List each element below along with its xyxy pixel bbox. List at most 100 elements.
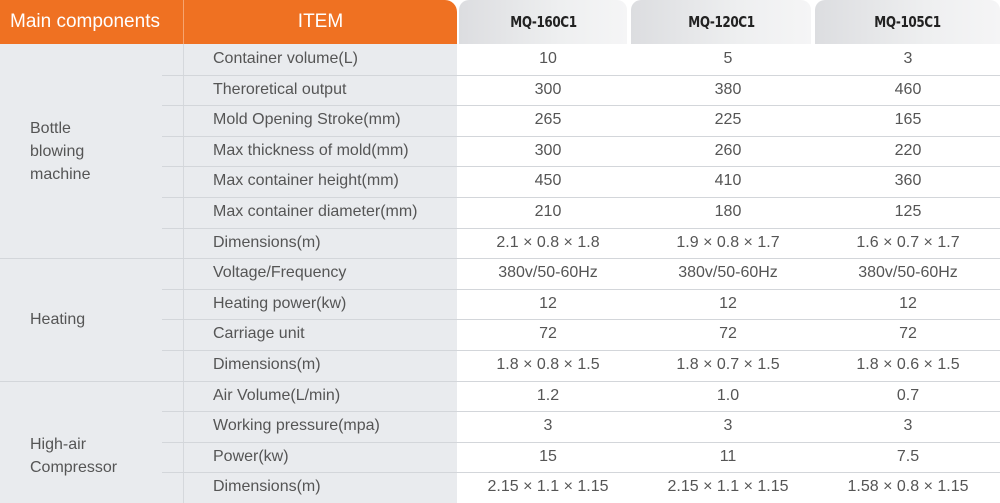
- section-divider: [0, 380, 1000, 382]
- item-label: Dimensions(m): [213, 356, 321, 373]
- value-cell: 2.15 × 1.1 × 1.15: [667, 478, 789, 496]
- header-main-components: Main components: [10, 11, 160, 32]
- item-label: Heating power(kw): [213, 294, 347, 312]
- value-cell: 225: [714, 111, 742, 129]
- column-divider: [183, 44, 184, 503]
- value-cell: 2.15 × 1.1 × 1.15: [487, 478, 609, 496]
- header-item: ITEM: [297, 11, 344, 32]
- table-row: Max container height(mm) 450 410 360: [0, 166, 1000, 197]
- model-name: MQ-160C1: [509, 13, 577, 31]
- row-divider: [162, 135, 1000, 137]
- row-divider: [162, 288, 1000, 290]
- row-divider: [162, 441, 1000, 443]
- row-divider: [162, 227, 1000, 229]
- row-divider: [162, 74, 1000, 76]
- value-cell: 210: [534, 203, 562, 220]
- item-label: Mold Opening Stroke(mm): [213, 111, 401, 129]
- model-name: MQ-120C1: [687, 13, 755, 31]
- table-row: Power(kw) 15 11 7.5: [0, 442, 1000, 473]
- table-row: Carriage unit 72 72 72: [0, 319, 1000, 350]
- value-cell: 380v/50-60Hz: [678, 264, 778, 282]
- table-row: Mold Opening Stroke(mm) 265 225 165: [0, 105, 1000, 136]
- table-row: Heating power(kw) 12 12 12: [0, 289, 1000, 320]
- value-cell: 220: [894, 141, 922, 159]
- item-label: Air Volume(L/min): [213, 386, 341, 404]
- section-divider: [0, 258, 1000, 260]
- value-cell: 7.5: [896, 447, 920, 465]
- row-divider: [162, 411, 1000, 413]
- item-label: Max thickness of mold(mm): [213, 141, 409, 159]
- table-row: Dimensions(m) 2.15 × 1.1 × 1.15 2.15 × 1.1…: [0, 472, 1000, 503]
- header-divider: [183, 0, 184, 44]
- row-divider: [162, 166, 1000, 168]
- group-label: High-air Compressor: [30, 435, 118, 476]
- value-cell: 15: [539, 447, 557, 465]
- value-cell: 460: [894, 80, 922, 98]
- row-divider: [162, 350, 1000, 351]
- table-row: Working pressure(mpa) 3 3 3: [0, 411, 1000, 442]
- value-cell: 1.58 × 0.8 × 1.15: [847, 478, 969, 496]
- value-cell: 3: [543, 417, 553, 435]
- header-bar: [0, 0, 457, 44]
- item-label: Voltage/Frequency: [213, 264, 347, 282]
- item-label: Theroretical output: [213, 80, 347, 98]
- value-cell: 380v/50-60Hz: [498, 264, 598, 282]
- item-label: Max container diameter(mm): [213, 203, 418, 220]
- value-cell: 72: [899, 325, 917, 343]
- value-cell: 265: [534, 111, 562, 129]
- table-row: Dimensions(m) 1.8 × 0.8 × 1.5 1.8 × 0.7 × …: [0, 350, 1000, 381]
- item-label: Power(kw): [213, 447, 289, 465]
- item-label: Working pressure(mpa): [213, 417, 380, 435]
- value-cell: 1.8 × 0.8 × 1.5: [496, 356, 600, 373]
- label-columns-bg: [0, 44, 457, 503]
- table-row: Max thickness of mold(mm) 300 260 220: [0, 136, 1000, 167]
- value-cell: 360: [894, 172, 922, 190]
- group-label: Heating: [30, 310, 86, 328]
- value-cell: 450: [534, 172, 562, 190]
- value-cell: 5: [723, 50, 733, 67]
- value-cell: 72: [719, 325, 737, 343]
- item-label: Dimensions(m): [213, 478, 321, 496]
- value-cell: 11: [719, 447, 737, 465]
- group-label: Bottle blowing machine: [30, 119, 91, 183]
- table-row: Air Volume(L/min) 1.2 1.0 0.7: [0, 381, 1000, 412]
- value-cell: 12: [539, 294, 557, 312]
- value-cell: 300: [534, 80, 562, 98]
- value-cell: 380v/50-60Hz: [858, 264, 958, 282]
- value-cell: 1.0: [716, 386, 740, 404]
- value-cell: 3: [723, 417, 733, 435]
- item-label: Dimensions(m): [213, 233, 321, 251]
- value-cell: 1.9 × 0.8 × 1.7: [676, 233, 780, 251]
- value-cell: 12: [899, 294, 917, 312]
- table-row: Theroretical output 300 380 460: [0, 75, 1000, 106]
- value-cell: 1.6 × 0.7 × 1.7: [856, 233, 960, 251]
- row-divider: [162, 472, 1000, 474]
- value-cell: 300: [534, 141, 562, 159]
- table-row: Voltage/Frequency 380v/50-60Hz 380v/50-60H…: [0, 258, 1000, 289]
- item-label: Carriage unit: [213, 325, 305, 343]
- item-label: Container volume(L): [213, 50, 358, 67]
- value-cell: 410: [714, 172, 742, 190]
- model-name: MQ-105C1: [874, 13, 941, 31]
- table-row: Container volume(L) 10 5 3: [0, 44, 1000, 75]
- value-cell: 260: [714, 141, 742, 159]
- model-tab-2: MQ-120C1: [631, 0, 811, 44]
- model-tab-3: MQ-105C1: [815, 0, 1000, 44]
- value-cell: 3: [903, 50, 913, 67]
- value-cell: 180: [714, 203, 742, 220]
- model-tab-1: MQ-160C1: [459, 0, 627, 44]
- row-divider: [162, 105, 1000, 107]
- row-divider: [162, 197, 1000, 198]
- value-cell: 380: [714, 80, 742, 98]
- value-cell: 1.8 × 0.6 × 1.5: [856, 356, 960, 373]
- value-cell: 10: [539, 50, 557, 67]
- table-row: Max container diameter(mm) 210 180 125: [0, 197, 1000, 228]
- value-cell: 1.8 × 0.7 × 1.5: [676, 356, 780, 373]
- value-cell: 12: [719, 294, 737, 312]
- value-cell: 72: [539, 325, 557, 343]
- row-divider: [162, 319, 1000, 321]
- value-cell: 165: [894, 111, 922, 129]
- value-cell: 125: [894, 203, 922, 220]
- value-cell: 2.1 × 0.8 × 1.8: [496, 233, 600, 251]
- value-cell: 1.2: [536, 386, 560, 404]
